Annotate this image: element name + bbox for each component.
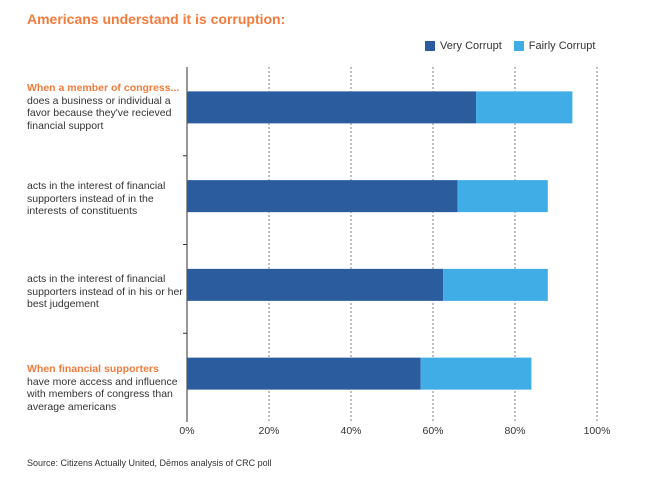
legend-label-fairly-corrupt: Fairly Corrupt (528, 40, 596, 52)
category-label-4-highlight: When financial supporters (27, 363, 159, 375)
bar-fairly-corrupt-3 (443, 268, 548, 301)
legend-label-very-corrupt: Very Corrupt (440, 40, 502, 52)
x-tick-label-1: 20% (258, 425, 279, 437)
category-label-3-text: acts in the interest of financial suppor… (27, 273, 183, 310)
x-tick-label-5: 100% (584, 425, 611, 437)
category-label-1: When a member of congress... does a busi… (27, 82, 185, 132)
legend-item-fairly-corrupt: Fairly Corrupt (513, 40, 596, 52)
bar-very-corrupt-4 (187, 357, 421, 390)
category-label-4: When financial supporters have more acce… (27, 363, 185, 413)
legend-item-very-corrupt: Very Corrupt (425, 40, 502, 52)
chart-title: Americans understand it is corruption: (27, 11, 286, 27)
category-label-4-text: have more access and influence with memb… (27, 375, 178, 413)
bar-fairly-corrupt-4 (420, 357, 532, 390)
category-label-2-text: acts in the interest of financial suppor… (27, 180, 166, 217)
bar-fairly-corrupt-1 (476, 91, 573, 124)
category-label-1-text: does a business or individual a favor be… (27, 94, 172, 132)
legend-swatch-fairly-corrupt (513, 41, 524, 51)
source-note: Source: Citizens Actually United, Dēmos … (27, 458, 272, 468)
bar-very-corrupt-2 (187, 180, 458, 213)
x-tick-label-2: 40% (340, 425, 361, 437)
category-label-1-highlight: When a member of congress... (27, 82, 180, 94)
x-tick-label-4: 80% (504, 425, 525, 437)
legend: Very Corrupt Fairly Corrupt (425, 40, 607, 52)
bar-very-corrupt-3 (187, 268, 444, 301)
bar-fairly-corrupt-2 (457, 180, 548, 213)
x-tick-label-3: 60% (422, 425, 443, 437)
category-label-2: acts in the interest of financial suppor… (27, 180, 185, 218)
legend-swatch-very-corrupt (425, 41, 435, 51)
x-tick-label-0: 0% (179, 425, 194, 437)
bar-very-corrupt-1 (187, 91, 477, 124)
category-label-3: acts in the interest of financial suppor… (27, 273, 185, 311)
